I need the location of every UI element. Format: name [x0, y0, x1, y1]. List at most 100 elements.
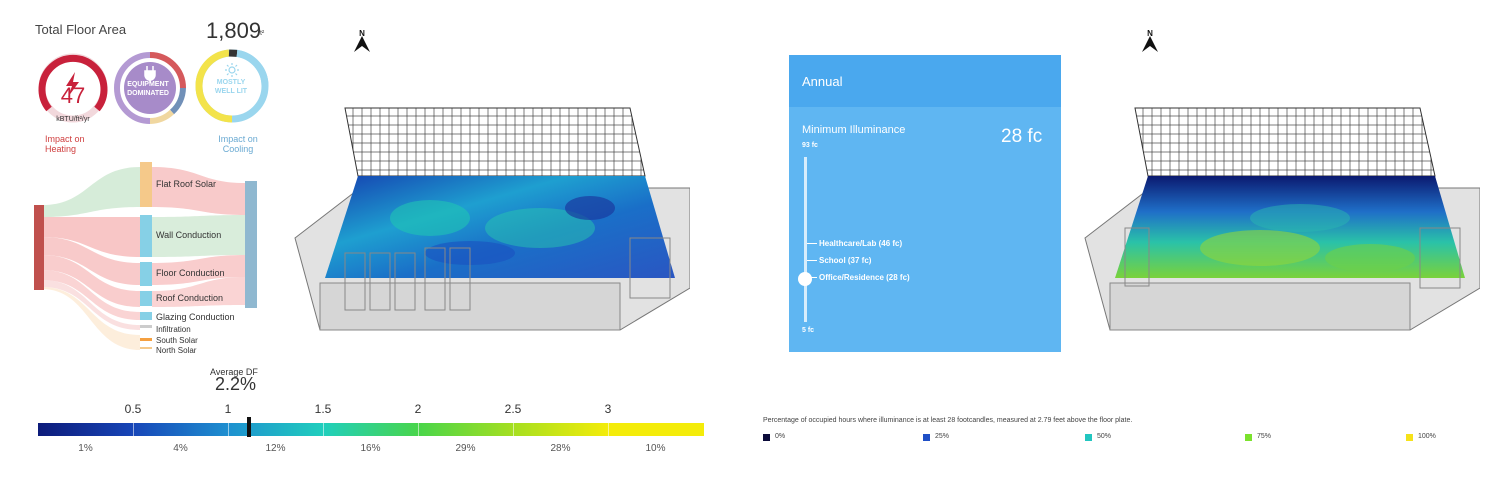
- sankey-sink-node: [245, 181, 257, 308]
- colorbar-percent: 16%: [360, 443, 381, 454]
- colorbar-tick: 1.5: [314, 402, 332, 416]
- heating-gauge[interactable]: [35, 50, 111, 126]
- sun-icon: [225, 63, 239, 77]
- colorbar-segment: [133, 423, 229, 436]
- equipment-ring[interactable]: [112, 50, 188, 126]
- sankey-flow-glazing: [42, 270, 140, 320]
- legend-swatch: [1406, 434, 1413, 441]
- legend-swatch: [923, 434, 930, 441]
- north-arrow: N: [351, 29, 373, 59]
- north-arrow-right: N: [1139, 29, 1161, 59]
- colorbar-tick: 2: [414, 402, 422, 416]
- lightning-icon: [66, 72, 79, 97]
- legend-label: 25%: [935, 433, 950, 440]
- colorbar-divider: [228, 423, 229, 436]
- colorbar-percent: 28%: [550, 443, 571, 454]
- sankey-label-north-solar: North Solar: [156, 346, 197, 355]
- legend-swatch: [1245, 434, 1252, 441]
- sankey-node-floor: [140, 262, 152, 286]
- floor-area-value: 1,809: [206, 18, 262, 43]
- sankey-source-node: [34, 205, 44, 290]
- sankey-node-flat-roof: [140, 162, 152, 207]
- legend-label: 50%: [1097, 433, 1112, 440]
- colorbar-segment: [418, 423, 514, 436]
- legend-label: 75%: [1257, 433, 1272, 440]
- equipment-label: EQUIPMENT DOMINATED: [118, 80, 178, 98]
- sankey-label-south-solar: South Solar: [156, 336, 198, 345]
- colorbar-tick: 3: [604, 402, 612, 416]
- colorbar-divider: [513, 423, 514, 436]
- colorbar-segment: [513, 423, 609, 436]
- cooling-caption-line2: Cooling: [222, 144, 254, 154]
- colorbar-segment: [38, 423, 134, 436]
- plug-icon: [144, 66, 156, 83]
- energy-sankey-diagram[interactable]: [30, 155, 270, 360]
- cooling-caption-line1: Impact on: [218, 134, 258, 144]
- heating-value: 47: [60, 83, 86, 108]
- sankey-flow-roof: [42, 255, 140, 307]
- colorbar-percent: 4%: [173, 443, 188, 454]
- sankey-label-glazing-conduction: Glazing Conduction: [156, 312, 235, 322]
- sankey-flow-wall: [42, 217, 140, 257]
- colorbar-tick: 0.5: [124, 402, 142, 416]
- min-illuminance-label: Minimum Illuminance: [802, 124, 906, 136]
- illuminance-panel: Annual Minimum Illuminance 28 fc 93 fc H…: [789, 55, 1061, 352]
- sankey-node-wall: [140, 215, 152, 257]
- legend-swatch: [1085, 434, 1092, 441]
- colorbar-percent: 29%: [455, 443, 476, 454]
- panel-title: Annual: [802, 74, 843, 89]
- svg-text:N: N: [359, 30, 365, 38]
- sankey-label-roof-conduction: Roof Conduction: [156, 293, 224, 303]
- benchmark-school[interactable]: School (37 fc): [819, 256, 872, 265]
- lighting-line1: MOSTLY: [216, 79, 246, 86]
- cooling-caption: Impact on Cooling: [208, 134, 268, 154]
- svg-text:N: N: [1147, 30, 1153, 38]
- sankey-flow-flat-roof: [42, 167, 140, 217]
- sankey-node-south-solar: [140, 338, 152, 341]
- sankey-node-glazing: [140, 312, 152, 320]
- heating-caption-line1: Impact on: [45, 134, 85, 144]
- floor-area-unit: ft²: [258, 30, 265, 37]
- average-df-label: Average DF: [210, 367, 258, 377]
- legend-swatch: [763, 434, 770, 441]
- illuminance-slider-track[interactable]: [804, 157, 807, 322]
- colorbar-divider: [608, 423, 609, 436]
- colorbar-segment: [608, 423, 704, 436]
- slider-max-label: 93 fc: [802, 142, 818, 149]
- benchmark-tick-healthcare: [807, 243, 817, 244]
- benchmark-office-residence[interactable]: Office/Residence (28 fc): [819, 273, 910, 282]
- equipment-line1: EQUIPMENT: [127, 81, 169, 88]
- sankey-node-infiltration: [140, 325, 152, 328]
- colorbar-tick: 2.5: [504, 402, 522, 416]
- colorbar-segment: [323, 423, 419, 436]
- sankey-label-wall-conduction: Wall Conduction: [156, 230, 222, 240]
- panel-header: Annual: [789, 55, 1061, 107]
- legend-label: 0%: [775, 433, 786, 440]
- sankey-flow-floor: [42, 237, 140, 285]
- sankey-label-floor-conduction: Floor Conduction: [156, 268, 225, 278]
- legend-label: 100%: [1418, 433, 1436, 440]
- north-arrow-icon: N: [1142, 29, 1158, 52]
- benchmark-healthcare[interactable]: Healthcare/Lab (46 fc): [819, 239, 903, 248]
- equipment-line2: DOMINATED: [127, 90, 169, 97]
- colorbar-segment: [228, 423, 324, 436]
- lighting-ring[interactable]: [193, 47, 271, 125]
- building-model-view-right[interactable]: [1080, 98, 1480, 338]
- heating-caption-line2: Heating: [45, 144, 77, 154]
- colorbar-tick: 1: [224, 402, 232, 416]
- min-illuminance-value: 28 fc: [1001, 126, 1043, 147]
- sankey-node-north-solar: [140, 347, 152, 349]
- sankey-node-roof: [140, 291, 152, 306]
- slider-min-label: 5 fc: [802, 327, 815, 334]
- heating-caption: Impact on Heating: [45, 134, 105, 154]
- lighting-label: MOSTLY WELL LIT: [200, 78, 262, 96]
- sankey-flow-solar-small: [42, 287, 140, 350]
- illuminance-slider-handle[interactable]: [798, 272, 812, 286]
- north-arrow-icon: N: [354, 29, 370, 52]
- colorbar-percent: 1%: [78, 443, 93, 454]
- benchmark-tick-school: [807, 260, 817, 261]
- colorbar-percent: 12%: [265, 443, 286, 454]
- sankey-label-infiltration: Infiltration: [156, 325, 191, 334]
- colorbar-percent: 10%: [645, 443, 666, 454]
- building-model-view-left[interactable]: [290, 98, 690, 338]
